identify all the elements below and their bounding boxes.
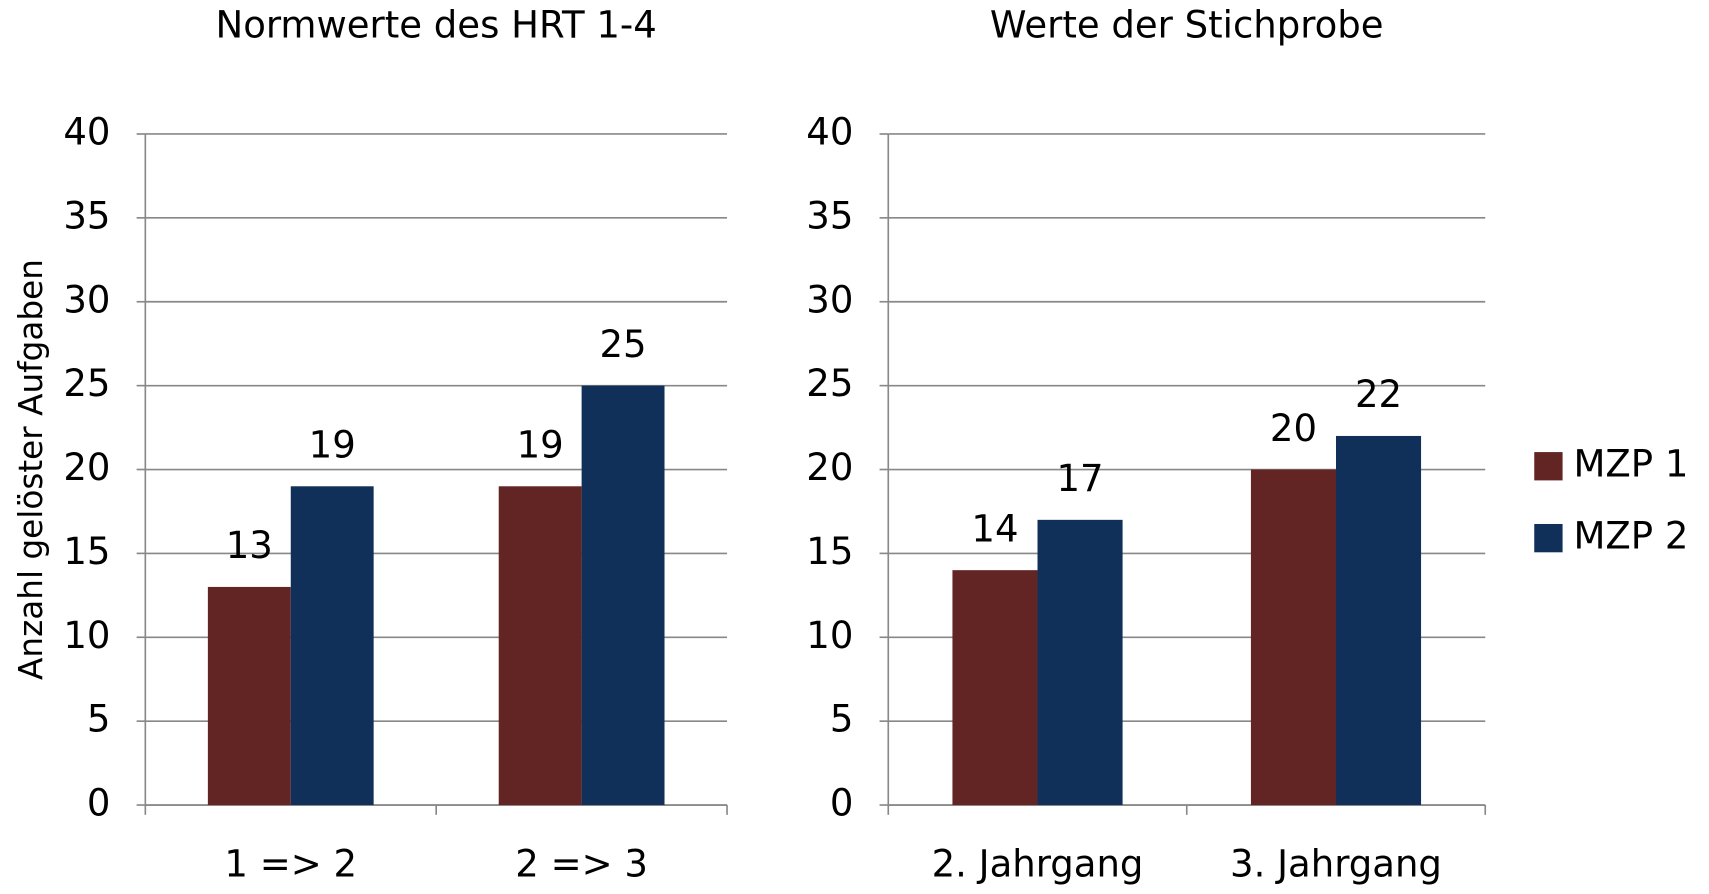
legend-label: MZP 2 — [1573, 515, 1688, 558]
data-label: 20 — [1270, 407, 1317, 450]
y-tick-label: 35 — [806, 194, 853, 237]
bar — [581, 385, 665, 806]
bar — [1335, 435, 1422, 806]
y-tick-label: 40 — [63, 110, 110, 153]
y-tick-label: 25 — [63, 362, 110, 405]
y-axis-label: Anzahl gelöster Aufgaben — [12, 259, 50, 680]
x-tick-label: 2. Jahrgang — [932, 843, 1144, 886]
data-label: 22 — [1355, 373, 1402, 416]
data-label: 13 — [226, 524, 273, 567]
y-tick-label: 15 — [806, 530, 853, 573]
data-label: 19 — [309, 424, 356, 467]
y-tick-label: 20 — [806, 446, 853, 489]
chart-title: Werte der Stichprobe — [990, 4, 1384, 47]
y-tick-label: 10 — [806, 614, 853, 657]
legend-swatch — [1534, 452, 1563, 481]
y-tick-label: 10 — [63, 614, 110, 657]
legend-label: MZP 1 — [1573, 443, 1688, 486]
x-tick-label: 3. Jahrgang — [1230, 843, 1442, 886]
bar — [207, 586, 291, 806]
y-tick-label: 30 — [63, 278, 110, 321]
bar — [1037, 519, 1123, 806]
bar — [498, 486, 582, 806]
y-tick-label: 0 — [87, 782, 111, 825]
y-tick-label: 20 — [63, 446, 110, 489]
legend-swatch — [1534, 523, 1563, 553]
data-label: 19 — [517, 424, 564, 467]
y-tick-label: 5 — [87, 698, 111, 741]
y-tick-label: 30 — [806, 278, 853, 321]
data-label: 14 — [971, 507, 1018, 550]
bar — [1250, 469, 1336, 806]
y-tick-label: 5 — [830, 698, 854, 741]
x-tick-label: 1 => 2 — [224, 843, 357, 886]
chart-title: Normwerte des HRT 1-4 — [216, 4, 657, 47]
bar — [952, 570, 1038, 806]
bar — [290, 486, 374, 806]
x-tick-label: 2 => 3 — [515, 843, 648, 886]
data-label: 25 — [600, 323, 647, 366]
y-tick-label: 25 — [806, 362, 853, 405]
y-tick-label: 15 — [63, 530, 110, 573]
y-tick-label: 40 — [806, 110, 853, 153]
y-tick-label: 35 — [63, 194, 110, 237]
data-label: 17 — [1056, 457, 1103, 500]
y-tick-label: 0 — [830, 782, 854, 825]
